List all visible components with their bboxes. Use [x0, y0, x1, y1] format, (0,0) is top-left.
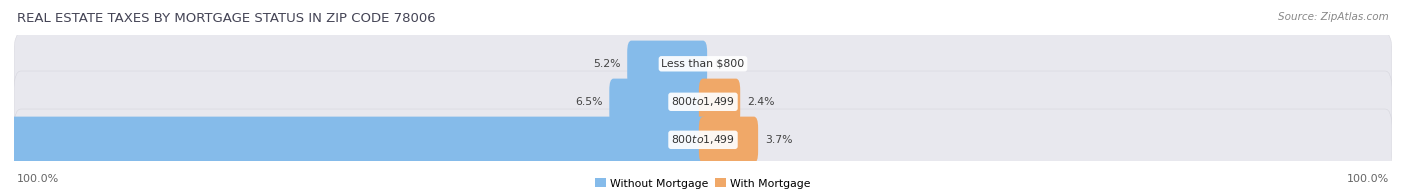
FancyBboxPatch shape: [14, 109, 1392, 171]
Legend: Without Mortgage, With Mortgage: Without Mortgage, With Mortgage: [591, 174, 815, 193]
FancyBboxPatch shape: [699, 117, 758, 163]
Text: REAL ESTATE TAXES BY MORTGAGE STATUS IN ZIP CODE 78006: REAL ESTATE TAXES BY MORTGAGE STATUS IN …: [17, 12, 436, 25]
FancyBboxPatch shape: [14, 33, 1392, 95]
Text: 6.5%: 6.5%: [575, 97, 602, 107]
Text: 100.0%: 100.0%: [17, 174, 59, 184]
FancyBboxPatch shape: [699, 79, 740, 125]
FancyBboxPatch shape: [609, 79, 707, 125]
Text: 2.4%: 2.4%: [747, 97, 775, 107]
Text: 100.0%: 100.0%: [1347, 174, 1389, 184]
FancyBboxPatch shape: [14, 71, 1392, 132]
Text: 3.7%: 3.7%: [765, 135, 793, 145]
FancyBboxPatch shape: [627, 41, 707, 87]
Text: Source: ZipAtlas.com: Source: ZipAtlas.com: [1278, 12, 1389, 22]
Text: $800 to $1,499: $800 to $1,499: [671, 133, 735, 146]
Text: 5.2%: 5.2%: [593, 59, 620, 69]
Text: Less than $800: Less than $800: [661, 59, 745, 69]
Text: 0.0%: 0.0%: [714, 59, 742, 69]
Text: $800 to $1,499: $800 to $1,499: [671, 95, 735, 108]
FancyBboxPatch shape: [0, 117, 707, 163]
